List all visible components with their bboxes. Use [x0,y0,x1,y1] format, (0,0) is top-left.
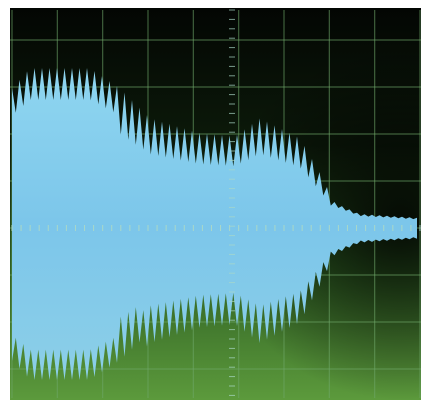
waveform [12,68,417,380]
center-ticks [11,9,421,396]
